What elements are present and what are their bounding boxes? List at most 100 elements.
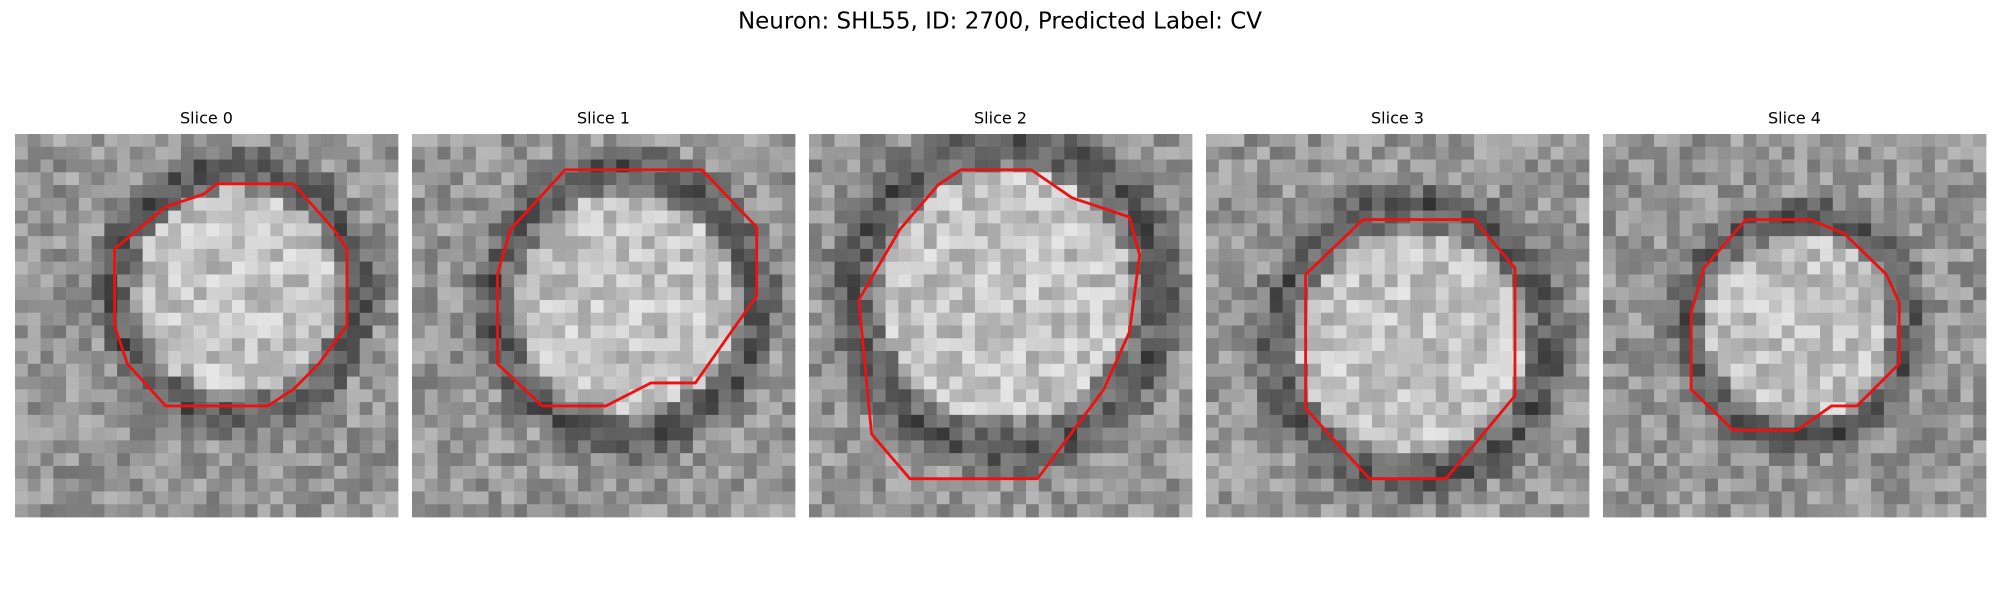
pixel: [923, 363, 938, 377]
pixel: [1743, 159, 1757, 173]
pixel: [1000, 146, 1014, 160]
pixel: [590, 146, 604, 160]
pixel: [1563, 223, 1577, 237]
pixel: [1179, 402, 1193, 416]
pixel: [898, 491, 912, 505]
pixel: [450, 427, 464, 441]
pixel: [1448, 440, 1462, 454]
pixel: [1435, 389, 1449, 403]
pixel: [488, 414, 502, 429]
pixel: [1641, 351, 1655, 365]
pixel: [898, 389, 912, 403]
pixel: [321, 248, 335, 263]
pixel: [1871, 414, 1885, 429]
pixel: [692, 210, 707, 224]
pixel: [1717, 376, 1732, 390]
pixel: [437, 389, 451, 403]
pixel: [1550, 287, 1564, 301]
pixel: [1666, 325, 1680, 339]
pixel: [1909, 274, 1923, 288]
pixel: [346, 363, 361, 377]
pixel: [821, 402, 835, 416]
pixel: [1781, 363, 1795, 377]
pixel: [1845, 299, 1859, 314]
pixel: [1641, 185, 1655, 199]
pixel: [1064, 325, 1078, 339]
pixel: [641, 261, 655, 275]
pixel: [526, 402, 541, 416]
pixel: [283, 299, 297, 314]
pixel: [1461, 414, 1475, 429]
pixel: [1499, 465, 1513, 480]
pixel: [847, 402, 861, 416]
pixel: [1257, 414, 1271, 429]
pixel: [437, 402, 451, 416]
pixel: [40, 185, 54, 199]
pixel: [1333, 491, 1347, 505]
pixel: [1768, 146, 1783, 160]
pixel: [641, 287, 655, 301]
pixel: [629, 453, 643, 467]
pixel: [1947, 197, 1961, 211]
pixel: [257, 248, 271, 263]
pixel: [1359, 478, 1373, 492]
pixel: [1346, 338, 1360, 352]
pixel: [667, 185, 681, 199]
pixel: [526, 172, 541, 186]
pixel: [1013, 274, 1027, 288]
pixel: [1794, 274, 1808, 288]
panel-image: [1603, 134, 1987, 518]
pixel: [104, 478, 118, 492]
pixel: [641, 402, 655, 416]
pixel: [27, 134, 41, 148]
pixel: [257, 376, 271, 390]
pixel: [885, 376, 899, 390]
pixel: [1756, 172, 1770, 186]
pixel: [847, 274, 861, 288]
pixel: [1461, 389, 1475, 403]
pixel: [1179, 325, 1193, 339]
pixel: [1615, 210, 1629, 224]
pixel: [1244, 146, 1258, 160]
pixel: [923, 414, 938, 429]
pixel: [1654, 504, 1668, 518]
pixel: [692, 325, 707, 339]
pixel: [1666, 236, 1680, 250]
pixel: [756, 223, 770, 237]
pixel: [424, 274, 438, 288]
pixel: [1743, 465, 1757, 480]
pixel: [168, 312, 182, 326]
pixel: [1282, 134, 1296, 148]
pixel: [1115, 376, 1129, 390]
pixel: [1947, 172, 1961, 186]
pixel: [1179, 453, 1193, 467]
pixel: [834, 172, 848, 186]
pixel: [1423, 376, 1437, 390]
pixel: [692, 261, 707, 275]
pixel: [1883, 172, 1898, 186]
pixel: [1576, 210, 1590, 224]
pixel: [743, 223, 758, 237]
pixel: [1486, 478, 1501, 492]
pixel: [1089, 248, 1104, 263]
pixel: [974, 504, 989, 518]
pixel: [821, 478, 835, 492]
pixel: [1486, 248, 1501, 263]
pixel: [283, 351, 297, 365]
pixel: [1282, 504, 1296, 518]
pixel: [1115, 172, 1129, 186]
pixel: [1026, 134, 1040, 148]
pixel: [1026, 478, 1040, 492]
pixel: [372, 299, 386, 314]
pixel: [1947, 210, 1961, 224]
pixel: [1794, 478, 1808, 492]
pixel: [962, 287, 976, 301]
pixel: [206, 223, 220, 237]
pixel: [654, 172, 668, 186]
pixel: [1026, 312, 1040, 326]
pixel: [1499, 223, 1513, 237]
pixel: [1781, 338, 1795, 352]
pixel: [206, 210, 220, 224]
pixel: [321, 134, 335, 148]
pixel: [1654, 325, 1668, 339]
